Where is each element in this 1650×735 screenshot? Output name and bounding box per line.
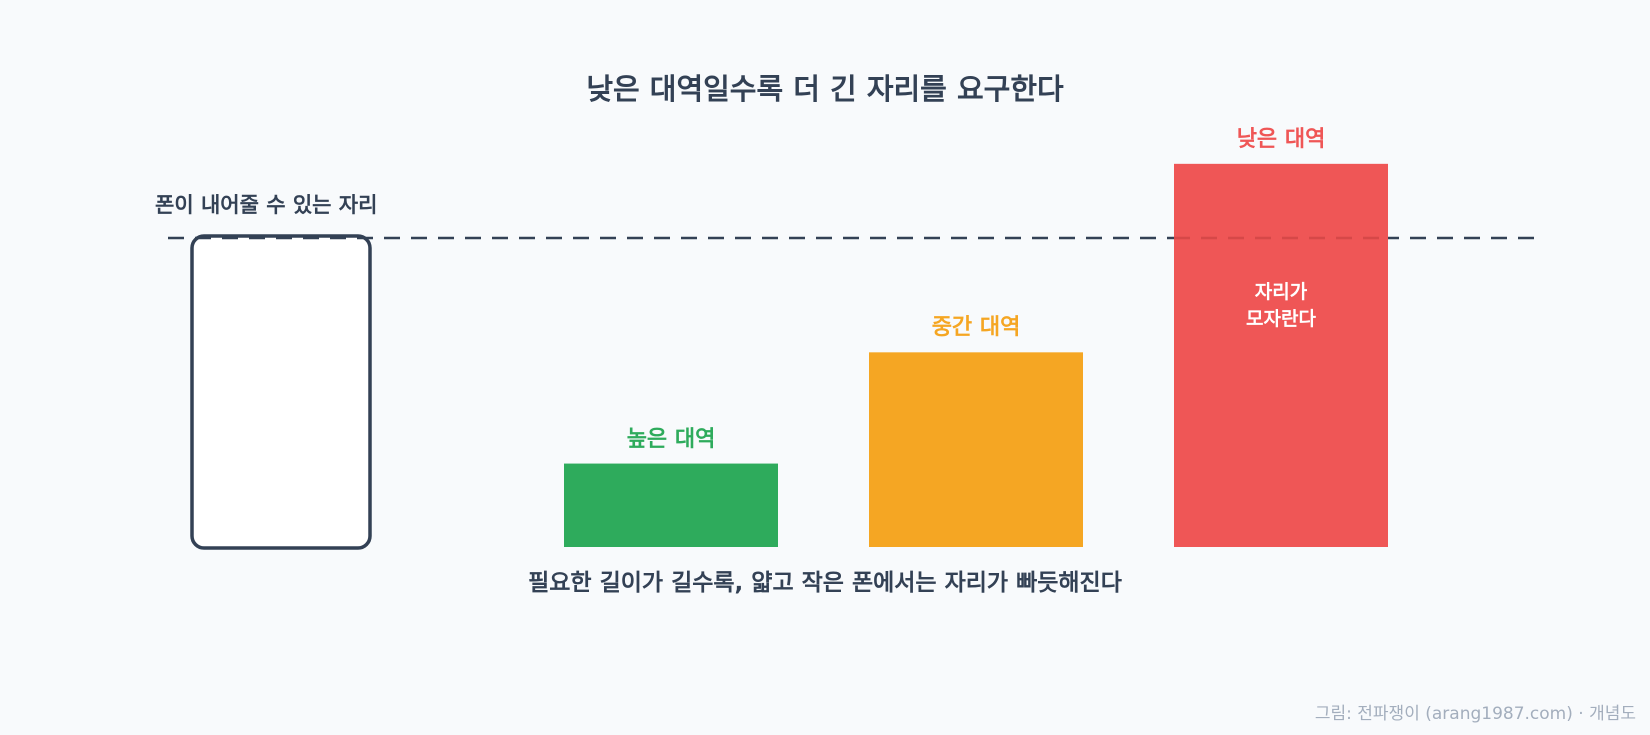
- phone-outline: [190, 234, 372, 550]
- bar-high-band: [564, 463, 778, 547]
- low-band-note: 자리가 모자란다: [1174, 279, 1388, 333]
- label-high-band: 높은 대역: [626, 426, 716, 452]
- phone-limit-label: 폰이 내어줄 수 있는 자리: [155, 193, 378, 217]
- label-low-band: 낮은 대역: [1236, 126, 1326, 152]
- bar-low-band: [1174, 163, 1388, 547]
- bar-mid-band: [869, 352, 1083, 547]
- low-band-note-line-2: 모자란다: [1246, 308, 1316, 330]
- low-band-note-line-1: 자리가: [1254, 281, 1308, 303]
- diagram-caption: 필요한 길이가 길수록, 얇고 작은 폰에서는 자리가 빠듯해진다: [528, 570, 1122, 596]
- label-mid-band: 중간 대역: [931, 315, 1021, 341]
- diagram-title: 낮은 대역일수록 더 긴 자리를 요구한다: [586, 72, 1064, 106]
- credit-text: 그림: 전파쟁이 (arang1987.com) · 개념도: [1314, 704, 1636, 724]
